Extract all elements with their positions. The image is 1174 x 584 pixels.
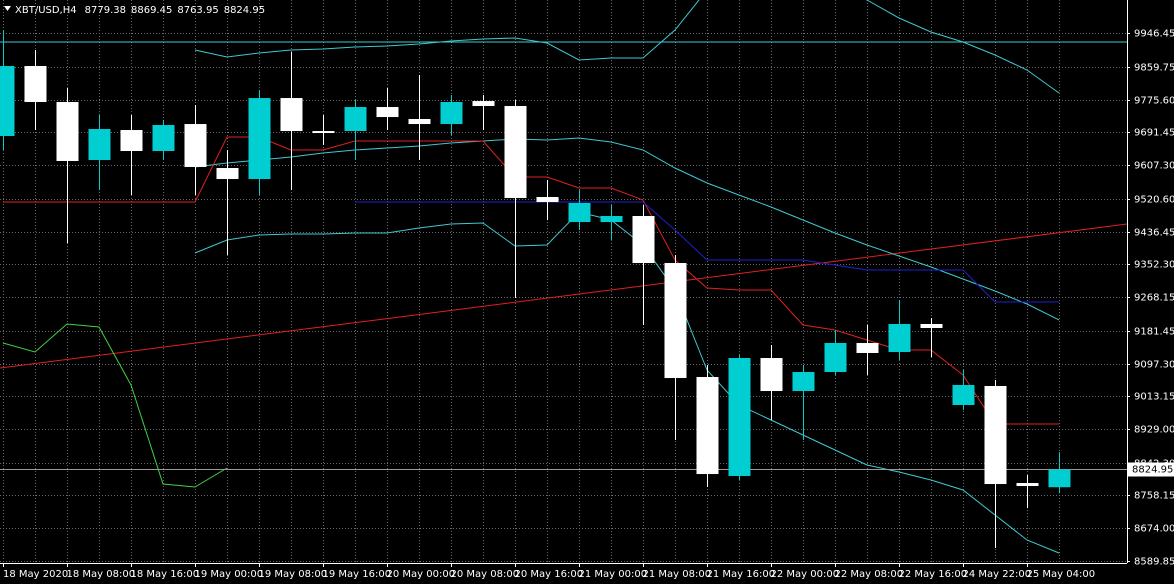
candle-body: [376, 107, 399, 118]
candle-body: [536, 197, 559, 203]
candle-body: [440, 102, 463, 125]
header-high: 8869.45: [131, 5, 172, 16]
candle-body: [792, 371, 815, 392]
candle-body: [280, 98, 303, 132]
candle-body: [696, 377, 719, 475]
candle-body: [472, 101, 495, 107]
x-tick-label: 19 May 08:00: [259, 569, 328, 580]
collapse-triangle: [4, 6, 11, 11]
y-tick-label: 9520.60: [1134, 195, 1174, 206]
header-open: 8779.38: [85, 5, 126, 16]
y-tick-label: 9436.45: [1134, 228, 1174, 239]
x-tick-label: 22 May 00:00: [771, 569, 840, 580]
y-tick-label: 9607.30: [1134, 161, 1174, 172]
y-tick-label: 9013.15: [1134, 392, 1174, 403]
candle-body: [152, 125, 175, 152]
indicator-line: [194, 0, 1060, 94]
candle-body: [344, 107, 367, 132]
candle-body: [408, 119, 431, 125]
current-price-label: 8824.95: [1132, 464, 1173, 475]
candle-body: [984, 385, 1007, 485]
x-tick-label: 22 May 08:00: [835, 569, 904, 580]
candle-body: [920, 323, 943, 329]
y-tick-label: 8758.15: [1134, 491, 1174, 502]
y-tick-label: 9352.30: [1134, 260, 1174, 271]
y-tick-label: 9097.30: [1134, 360, 1174, 371]
candle-body: [664, 263, 687, 379]
candle-body: [568, 203, 591, 223]
candle-body: [184, 124, 207, 167]
y-tick-label: 9859.75: [1134, 63, 1174, 74]
candle-body: [1048, 469, 1071, 488]
x-tick-label: 19 May 16:00: [323, 569, 392, 580]
x-tick-label: 21 May 00:00: [579, 569, 648, 580]
candle-body: [24, 66, 47, 103]
y-tick-label: 9181.45: [1134, 327, 1174, 338]
candle-body: [1016, 483, 1039, 487]
candle-body: [632, 215, 655, 264]
plot-area: [0, 0, 1127, 554]
y-tick-label: 8589.85: [1134, 557, 1174, 568]
trendline: [0, 223, 1127, 369]
y-tick-label: 8929.00: [1134, 425, 1174, 436]
candle-body: [952, 384, 975, 405]
candle-body: [216, 168, 239, 180]
x-tick-label: 18 May 2020: [3, 569, 68, 580]
x-tick-label: 18 May 08:00: [67, 569, 136, 580]
candle-body: [120, 130, 143, 152]
indicator-line: [194, 137, 1060, 321]
candle-body: [856, 342, 879, 353]
grid: [0, 0, 1127, 563]
x-tick-label: 21 May 16:00: [707, 569, 776, 580]
symbol: XBT/USD,H4: [15, 5, 77, 16]
indicator-line: [355, 201, 1059, 303]
y-tick-label: 9268.15: [1134, 293, 1174, 304]
y-tick-label: 8674.00: [1134, 524, 1174, 535]
candle-body: [88, 129, 111, 160]
header-close: 8824.95: [224, 5, 265, 16]
indicator-line: [2, 323, 228, 488]
candle-body: [248, 98, 271, 180]
candle-body: [56, 102, 79, 162]
candle-body: [0, 66, 15, 137]
candle-body: [760, 358, 783, 392]
candle-body: [504, 106, 527, 199]
candle-body: [888, 323, 911, 353]
y-tick-label: 9691.45: [1134, 128, 1174, 139]
candle-body: [600, 215, 623, 223]
y-tick-label: 9946.45: [1134, 29, 1174, 40]
indicator-line: [194, 211, 1060, 554]
x-tick-label: 25 May 04:00: [1027, 569, 1096, 580]
header: XBT/USD,H4 8779.38 8869.45 8763.95 8824.95: [4, 5, 265, 16]
x-tick-label: 20 May 08:00: [451, 569, 520, 580]
x-tick-label: 19 May 00:00: [195, 569, 264, 580]
x-tick-label: 20 May 16:00: [515, 569, 584, 580]
candle-body: [728, 358, 751, 477]
x-tick-label: 20 May 00:00: [387, 569, 456, 580]
candle-body: [824, 342, 847, 372]
x-tick-label: 24 May 22:00: [963, 569, 1032, 580]
indicator-line: [3, 136, 1059, 425]
current-price-box: [1128, 462, 1174, 477]
x-tick-label: 22 May 16:00: [899, 569, 968, 580]
header-low: 8763.95: [177, 5, 218, 16]
x-tick-label: 18 May 16:00: [131, 569, 200, 580]
candle-body: [312, 131, 335, 134]
x-tick-label: 21 May 08:00: [643, 569, 712, 580]
y-tick-label: 9775.60: [1134, 96, 1174, 107]
